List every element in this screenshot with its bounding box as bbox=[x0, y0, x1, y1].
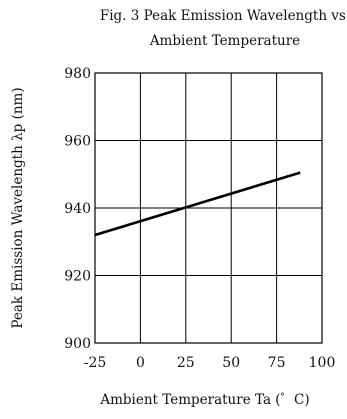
chart-subtitle: Ambient Temperature bbox=[149, 33, 300, 49]
plot-frame bbox=[94, 72, 323, 344]
x-axis-title: Ambient Temperature Ta (゜C) bbox=[99, 392, 309, 408]
x-tick-label: 50 bbox=[222, 355, 240, 371]
series-layer bbox=[94, 171, 301, 237]
grid-layer bbox=[95, 73, 322, 343]
y-tick-label: 960 bbox=[64, 134, 91, 150]
y-tick-label: 920 bbox=[64, 269, 91, 285]
y-tick-layer: 900 920 940 960 980 bbox=[64, 66, 91, 352]
chart-title: Fig. 3 Peak Emission Wavelength vs. bbox=[100, 8, 347, 24]
x-tick-label: 0 bbox=[136, 355, 145, 371]
y-tick-label: 900 bbox=[64, 336, 91, 352]
y-tick-label: 940 bbox=[64, 201, 91, 217]
x-tick-layer: -25 0 25 50 75 100 bbox=[84, 355, 336, 371]
y-axis-title: Peak Emission Wavelength λp (nm) bbox=[10, 87, 26, 328]
x-tick-label: 100 bbox=[309, 355, 336, 371]
x-tick-label: 75 bbox=[268, 355, 286, 371]
x-tick-label: -25 bbox=[84, 355, 107, 371]
series-line-0 bbox=[94, 171, 301, 237]
y-tick-label: 980 bbox=[64, 66, 91, 82]
x-tick-label: 25 bbox=[177, 355, 195, 371]
